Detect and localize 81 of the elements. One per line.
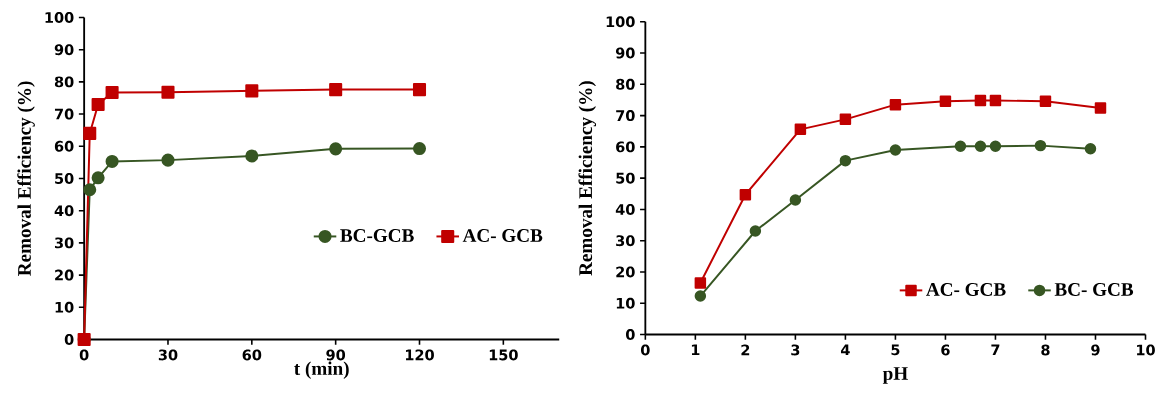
point xyxy=(83,183,97,197)
point xyxy=(694,290,707,302)
x-tick-label: 60 xyxy=(242,349,262,361)
x-axis-title: pH xyxy=(882,367,908,384)
y-tick-label: 10 xyxy=(616,297,635,309)
y-tick-label: 80 xyxy=(616,78,635,90)
y-tick-label: 0 xyxy=(626,329,635,341)
y-tick-label: 70 xyxy=(616,110,635,122)
point xyxy=(105,86,119,100)
point xyxy=(412,142,427,156)
x-tick-label: 90 xyxy=(326,349,346,361)
point xyxy=(989,94,1002,107)
point xyxy=(939,95,952,108)
y-tick-label: 30 xyxy=(54,237,74,249)
x-tick-label: 6 xyxy=(941,344,950,356)
point xyxy=(794,123,807,136)
x-axis-title: t (min) xyxy=(294,361,349,379)
y-axis-title: Removal Efficiency (%) xyxy=(17,81,35,276)
x-tick-label: 3 xyxy=(791,344,800,356)
y-tick-label: 90 xyxy=(615,47,635,59)
point xyxy=(91,171,105,185)
x-tick-label: 4 xyxy=(841,344,850,356)
point xyxy=(83,126,97,141)
y-tick-label: 40 xyxy=(54,205,74,217)
legend-label: AC- GCB xyxy=(462,229,543,243)
y-tick-label: 70 xyxy=(54,108,74,120)
point xyxy=(1084,143,1097,155)
point xyxy=(989,140,1002,153)
point xyxy=(91,97,105,112)
point xyxy=(974,94,987,107)
x-tick-label: 7 xyxy=(991,344,1000,356)
x-tick-label: 8 xyxy=(1041,344,1050,356)
y-axis-title: Removal Efficiency (%) xyxy=(578,81,597,276)
y-tick-label: 50 xyxy=(55,173,74,185)
point xyxy=(1034,139,1047,152)
y-tick-label: 20 xyxy=(55,269,74,281)
point xyxy=(105,154,119,169)
x-tick-label: 1 xyxy=(691,344,700,356)
x-tick-label: 9 xyxy=(1091,344,1100,356)
y-tick-label: 100 xyxy=(45,12,74,24)
x-tick-label: 10 xyxy=(1137,344,1155,356)
point xyxy=(739,189,752,201)
y-tick-label: 10 xyxy=(55,301,74,313)
point xyxy=(329,83,343,97)
y-tick-label: 20 xyxy=(616,266,635,278)
y-tick-label: 80 xyxy=(54,76,74,88)
x-tick-label: 2 xyxy=(741,344,750,356)
point xyxy=(839,113,852,126)
point xyxy=(329,142,343,156)
point xyxy=(161,85,175,99)
x-tick-label: 0 xyxy=(640,344,650,356)
y-tick-label: 90 xyxy=(54,44,74,56)
x-tick-label: 30 xyxy=(158,349,178,361)
x-tick-label: 120 xyxy=(405,349,434,361)
point xyxy=(412,83,427,97)
point xyxy=(1039,95,1052,108)
point xyxy=(889,98,902,111)
point xyxy=(974,140,987,153)
point xyxy=(245,149,259,163)
x-tick-label: 0 xyxy=(79,349,89,361)
point xyxy=(1094,102,1107,114)
point xyxy=(694,277,707,289)
point xyxy=(954,140,967,153)
legend-label: AC- GCB xyxy=(926,283,1006,296)
y-tick-label: 50 xyxy=(616,172,635,184)
point xyxy=(245,84,259,98)
point xyxy=(161,153,175,167)
point xyxy=(839,154,852,167)
point xyxy=(789,194,802,206)
y-tick-label: 60 xyxy=(54,140,74,152)
y-tick-label: 100 xyxy=(606,16,635,28)
y-tick-label: 40 xyxy=(615,204,635,215)
x-tick-label: 150 xyxy=(489,349,518,361)
y-tick-label: 30 xyxy=(616,235,635,247)
legend-label: BC-GCB xyxy=(340,229,414,243)
x-tick-label: 5 xyxy=(891,344,900,356)
legend-label: BC- GCB xyxy=(1054,283,1134,296)
point xyxy=(749,225,762,237)
y-tick-label: 60 xyxy=(616,141,635,153)
point xyxy=(889,144,902,156)
y-tick-label: 0 xyxy=(64,334,74,346)
